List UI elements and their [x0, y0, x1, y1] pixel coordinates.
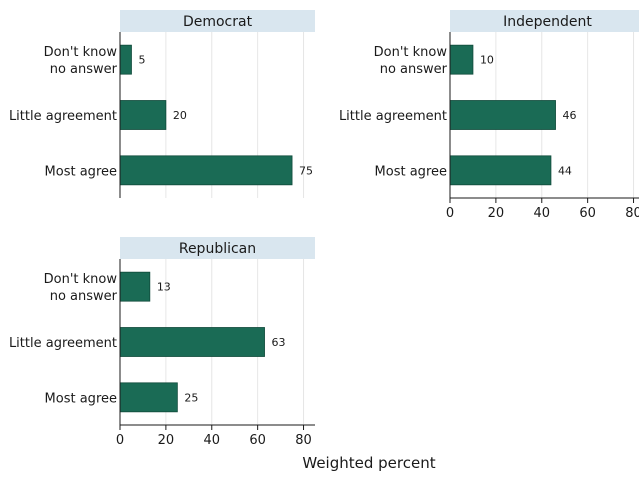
x-tick-label-1-3: 60: [579, 206, 596, 221]
bar-2-2: [119, 382, 178, 413]
value-label-2-0: 13: [157, 281, 171, 294]
category-label-0-2-0: Most agree: [45, 164, 117, 179]
bar-2-0: [119, 271, 151, 302]
category-label-2-0-1: no answer: [50, 289, 118, 304]
category-label-0-1-0: Little agreement: [9, 109, 117, 124]
bar-1-0: [449, 44, 474, 75]
bar-2-1: [119, 327, 265, 357]
facet-title-2: Republican: [179, 241, 256, 257]
bar-0-2: [119, 155, 293, 186]
bar-1-1: [449, 100, 556, 130]
value-label-1-2: 44: [558, 164, 572, 177]
value-label-1-0: 10: [480, 54, 494, 67]
x-tick-label-2-2: 40: [203, 433, 220, 448]
x-tick-label-1-1: 20: [488, 206, 505, 221]
value-label-0-0: 5: [138, 54, 145, 67]
facet-title-0: Democrat: [183, 14, 253, 30]
value-label-0-2: 75: [299, 164, 313, 177]
category-label-1-0-1: no answer: [380, 62, 448, 77]
value-label-2-2: 25: [184, 391, 198, 404]
facet-strip-1: [450, 10, 639, 32]
category-label-0-0-0: Don't know: [44, 45, 118, 60]
bar-0-1: [119, 100, 167, 130]
category-label-2-0-0: Don't know: [44, 272, 118, 287]
bar-0-0: [119, 44, 132, 75]
category-label-0-0-1: no answer: [50, 62, 118, 77]
value-label-1-1: 46: [563, 109, 577, 122]
facet-strip-0: [120, 10, 315, 32]
value-label-2-1: 63: [272, 336, 286, 349]
x-tick-label-2-3: 60: [249, 433, 266, 448]
category-label-1-2-0: Most agree: [375, 164, 447, 179]
category-label-1-1-0: Little agreement: [339, 109, 447, 124]
value-label-0-1: 20: [173, 109, 187, 122]
category-label-2-1-0: Little agreement: [9, 336, 117, 351]
facet-strip-2: [120, 237, 315, 259]
facet-title-1: Independent: [503, 14, 592, 30]
x-tick-label-2-0: 0: [116, 433, 124, 448]
category-label-2-2-0: Most agree: [45, 391, 117, 406]
x-tick-label-1-0: 0: [446, 206, 454, 221]
x-tick-label-2-4: 80: [295, 433, 312, 448]
x-tick-label-2-1: 20: [158, 433, 175, 448]
category-label-1-0-0: Don't know: [374, 45, 448, 60]
x-tick-label-1-4: 80: [625, 206, 639, 221]
x-axis-title: Weighted percent: [302, 454, 435, 472]
x-tick-label-1-2: 40: [533, 206, 550, 221]
bar-1-2: [449, 155, 552, 186]
